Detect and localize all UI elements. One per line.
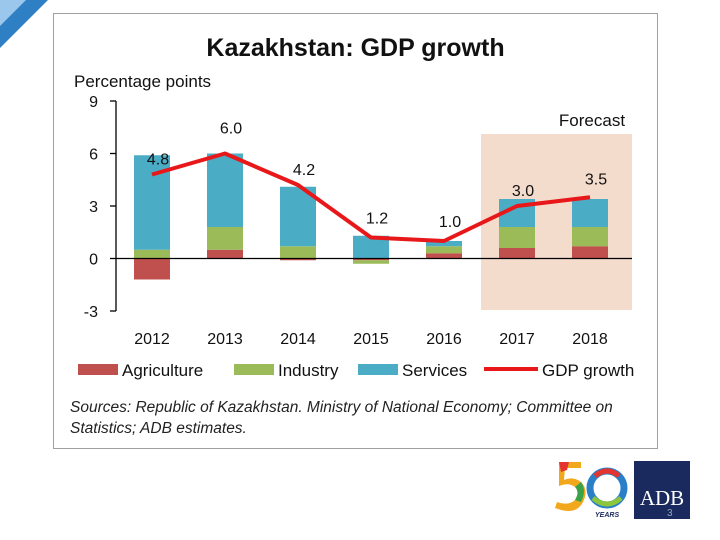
bar-agriculture <box>426 253 462 259</box>
years-text: YEARS <box>595 512 619 519</box>
y-tick-label: -3 <box>84 304 98 321</box>
bar-industry <box>499 227 535 248</box>
bar-industry <box>572 227 608 247</box>
chart-title: Kazakhstan: GDP growth <box>206 34 505 62</box>
gdp-chart: Forecast 9 6 3 0 -3 4.8 6.0 4.2 1.2 1.0 3.0 3.5 2012 2… <box>78 94 634 380</box>
x-tick-label: 2018 <box>572 331 608 348</box>
data-label: 3.5 <box>585 171 607 188</box>
bar-industry <box>207 227 243 250</box>
legend-swatch <box>78 364 118 375</box>
adb-logo: ADB <box>634 461 690 519</box>
x-tick-label: 2013 <box>207 331 243 348</box>
legend-label: Services <box>402 361 467 380</box>
data-label: 4.8 <box>147 152 169 169</box>
bar-services <box>280 186 316 247</box>
legend-swatch <box>358 364 398 375</box>
chart-panel: Kazakhstan: GDP growth Percentage points… <box>53 13 658 449</box>
data-label: 1.0 <box>439 214 461 231</box>
x-tick-label: 2017 <box>499 331 535 348</box>
bar-services <box>572 199 608 227</box>
bar-agriculture <box>499 248 535 259</box>
adb-50-years-logo: YEARS <box>555 462 628 519</box>
bar-services <box>426 241 462 247</box>
x-tick-label: 2015 <box>353 331 389 348</box>
legend-swatch <box>234 364 274 375</box>
bar-agriculture <box>207 249 243 259</box>
legend-label: Industry <box>278 361 339 380</box>
x-tick-label: 2014 <box>280 331 316 348</box>
gdp-growth-line <box>151 151 591 243</box>
corner-decoration-light <box>0 0 26 26</box>
y-tick-label: 3 <box>89 199 98 216</box>
y-tick-label: 9 <box>89 94 98 111</box>
bar-industry <box>280 246 316 259</box>
x-tick-label: 2012 <box>134 331 170 348</box>
bar-industry <box>426 246 462 254</box>
bar-services <box>353 235 389 259</box>
bar-industry <box>353 260 389 264</box>
y-tick-label: 0 <box>89 252 98 269</box>
data-label: 6.0 <box>220 121 242 138</box>
forecast-label: Forecast <box>559 111 625 130</box>
page-number: 3 <box>667 508 673 519</box>
bar-agriculture <box>572 246 608 259</box>
bar-industry <box>134 249 170 259</box>
data-label: 4.2 <box>293 162 315 179</box>
legend-label: GDP growth <box>542 361 634 380</box>
bar-agriculture <box>353 258 389 261</box>
bar-agriculture <box>280 258 316 261</box>
data-label: 3.0 <box>512 183 534 200</box>
x-tick-label: 2016 <box>426 331 462 348</box>
y-axis-label: Percentage points <box>74 72 212 91</box>
bar-services <box>207 153 243 227</box>
bar-agriculture <box>134 258 170 280</box>
sources-note: Sources: Republic of Kazakhstan. Ministr… <box>70 399 613 437</box>
legend-label: Agriculture <box>122 361 203 380</box>
y-tick-label: 6 <box>89 147 98 164</box>
data-label: 1.2 <box>366 211 388 228</box>
